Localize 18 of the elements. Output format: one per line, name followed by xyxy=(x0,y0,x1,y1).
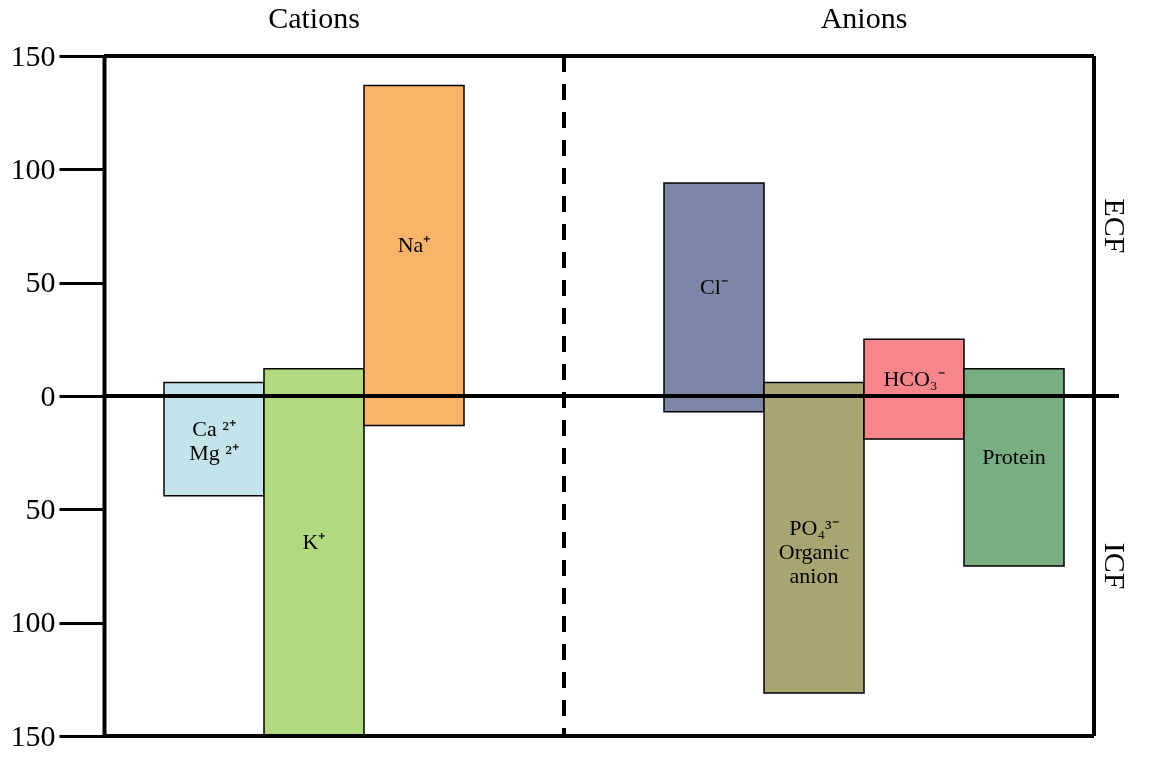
text: Anions xyxy=(820,1,908,34)
x-tick-label: Protein xyxy=(982,444,1046,470)
text: ICF xyxy=(1099,542,1132,590)
x-tick-label: K⁺ xyxy=(302,529,326,555)
x-tick-label: PO₄³⁻ Organic anion xyxy=(778,514,850,588)
y-tick-label: 50 xyxy=(25,265,56,299)
text: Cations xyxy=(268,1,360,34)
y-tick-label: 0 xyxy=(40,378,56,412)
y-tick-label: 100 xyxy=(10,605,56,639)
y-tick-label: 150 xyxy=(10,718,56,752)
x-tick-label: Cl⁻ xyxy=(700,274,728,300)
x-tick-label: Na⁺ xyxy=(397,232,431,258)
x-tick-label: Ca ²⁺ Mg ²⁺ xyxy=(189,416,239,466)
y-tick-label: 50 xyxy=(25,491,56,525)
x-tick-label: HCO₃⁻ xyxy=(883,366,945,392)
y-tick-label: 100 xyxy=(10,151,56,185)
y-tick-label: 150 xyxy=(10,38,56,72)
text: ECF xyxy=(1099,198,1132,254)
